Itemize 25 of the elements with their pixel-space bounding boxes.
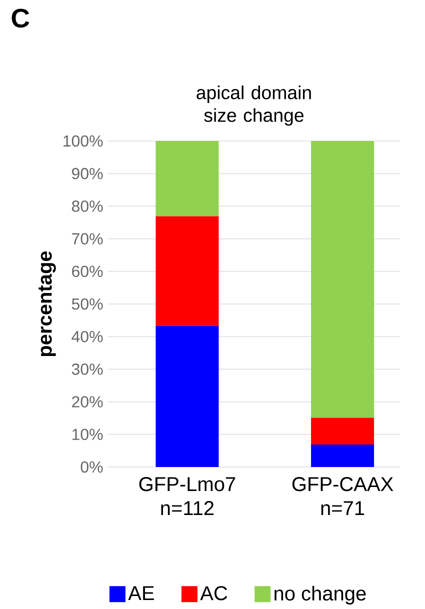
- bar: [156, 326, 219, 467]
- y-tick-label: 40%: [72, 330, 103, 342]
- bar: [311, 418, 374, 444]
- text: C: [12, 8, 30, 28]
- chart-title: apical domain size change: [196, 86, 311, 126]
- y-tick-label: 20%: [72, 396, 103, 408]
- y-tick-label: 100%: [64, 135, 103, 147]
- legend-label: AC: [200, 586, 228, 600]
- y-tick-label: 10%: [72, 428, 103, 440]
- bar: [156, 140, 219, 216]
- y-tick-label: 70%: [72, 233, 103, 244]
- bar: [311, 140, 374, 418]
- legend-label: no change: [274, 586, 366, 605]
- y-tick-label: 30%: [72, 364, 103, 375]
- y-tick-label: 50%: [72, 298, 103, 310]
- y-tick-label: 90%: [72, 168, 103, 180]
- y-axis-title: percentage: [38, 251, 56, 356]
- bar: [156, 216, 219, 326]
- x-tick-label: GFP-Lmo7 n=112: [139, 477, 236, 516]
- bar: [311, 444, 374, 467]
- x-tick-label: GFP-CAAX n=71: [292, 477, 394, 516]
- legend-label: AE: [128, 586, 154, 600]
- y-tick-label: 0%: [80, 461, 103, 473]
- y-tick-label: 80%: [72, 200, 103, 212]
- y-tick-label: 60%: [72, 266, 103, 278]
